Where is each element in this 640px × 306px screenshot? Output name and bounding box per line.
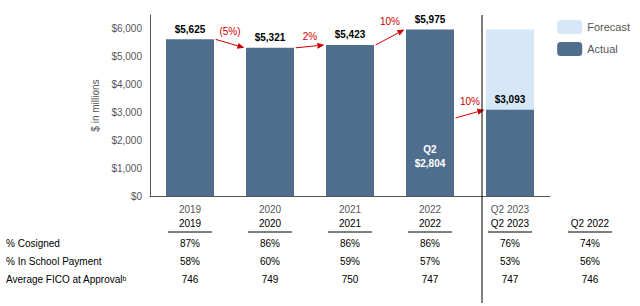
svg-text:$3,093: $3,093: [495, 94, 526, 105]
svg-text:749: 749: [262, 274, 279, 285]
svg-text:$4,000: $4,000: [111, 79, 142, 90]
svg-text:59%: 59%: [340, 256, 360, 267]
svg-text:$2,804: $2,804: [415, 158, 446, 169]
svg-text:2022: 2022: [419, 204, 442, 215]
svg-text:86%: 86%: [340, 238, 360, 249]
svg-text:$2,000: $2,000: [111, 135, 142, 146]
svg-text:56%: 56%: [580, 256, 600, 267]
svg-text:74%: 74%: [580, 238, 600, 249]
svg-text:2021: 2021: [339, 204, 362, 215]
svg-text:10%: 10%: [380, 16, 400, 27]
svg-text:746: 746: [182, 274, 199, 285]
svg-text:86%: 86%: [260, 238, 280, 249]
svg-text:747: 747: [422, 274, 439, 285]
svg-text:746: 746: [582, 274, 599, 285]
svg-text:Q2 2022: Q2 2022: [571, 218, 610, 229]
svg-text:750: 750: [342, 274, 359, 285]
svg-text:60%: 60%: [260, 256, 280, 267]
svg-text:53%: 53%: [500, 256, 520, 267]
svg-text:2020: 2020: [259, 204, 282, 215]
svg-text:$5,000: $5,000: [111, 51, 142, 62]
svg-text:$5,625: $5,625: [175, 24, 206, 35]
svg-text:76%: 76%: [500, 238, 520, 249]
svg-text:2020: 2020: [259, 218, 282, 229]
svg-text:$0: $0: [131, 191, 143, 202]
svg-text:86%: 86%: [420, 238, 440, 249]
svg-text:Q2 2023: Q2 2023: [491, 204, 530, 215]
svg-text:58%: 58%: [180, 256, 200, 267]
svg-text:Average FICO at Approvalᵇ: Average FICO at Approvalᵇ: [6, 274, 127, 285]
svg-text:747: 747: [502, 274, 519, 285]
svg-text:% Cosigned: % Cosigned: [6, 238, 60, 249]
svg-text:Actual: Actual: [587, 43, 618, 55]
svg-text:10%: 10%: [460, 96, 480, 107]
svg-text:$3,000: $3,000: [111, 107, 142, 118]
svg-text:Q2: Q2: [423, 144, 437, 155]
svg-text:Forecast: Forecast: [587, 21, 630, 33]
svg-text:Q2 2023: Q2 2023: [491, 218, 530, 229]
svg-text:$ in millions: $ in millions: [90, 79, 101, 131]
svg-text:(5%): (5%): [219, 26, 240, 37]
svg-text:$5,423: $5,423: [335, 29, 366, 40]
svg-text:2019: 2019: [179, 204, 202, 215]
svg-text:87%: 87%: [180, 238, 200, 249]
svg-text:2021: 2021: [339, 218, 362, 229]
svg-text:2022: 2022: [419, 218, 442, 229]
svg-text:$6,000: $6,000: [111, 23, 142, 34]
svg-text:2019: 2019: [179, 218, 202, 229]
svg-text:$1,000: $1,000: [111, 163, 142, 174]
svg-text:$5,321: $5,321: [255, 32, 286, 43]
svg-text:% In School Payment: % In School Payment: [6, 256, 102, 267]
svg-text:$5,975: $5,975: [415, 14, 446, 25]
svg-text:2%: 2%: [303, 31, 318, 42]
svg-text:57%: 57%: [420, 256, 440, 267]
